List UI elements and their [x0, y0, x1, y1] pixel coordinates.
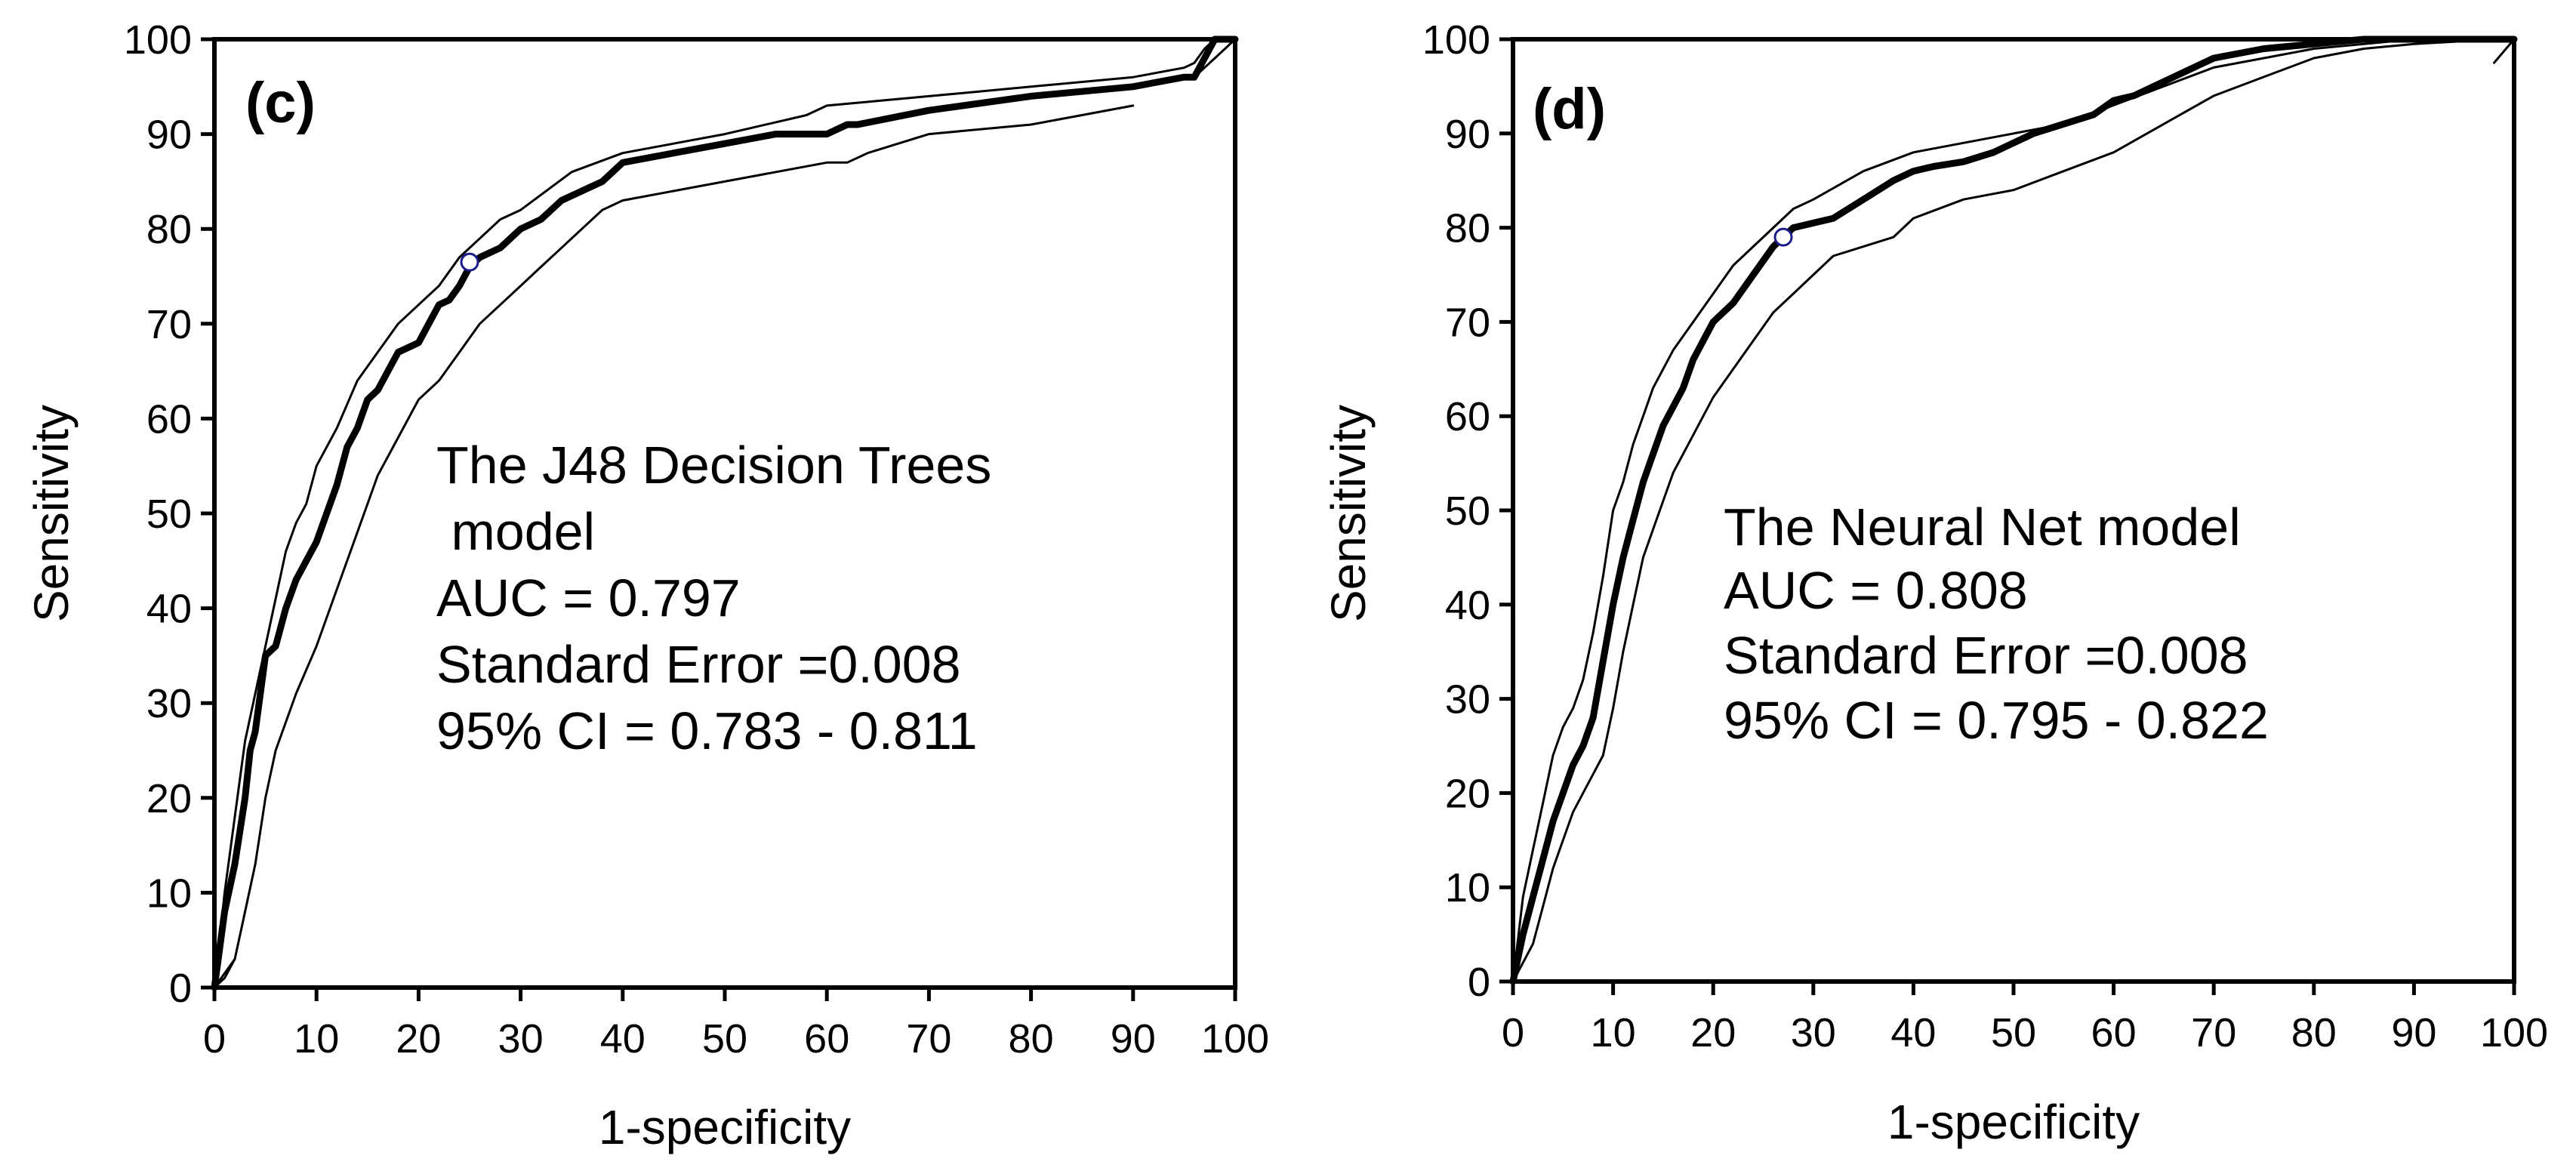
y-tick-label: 60: [1445, 394, 1490, 439]
x-tick-label: 70: [2191, 1010, 2236, 1056]
panel-label: (c): [245, 71, 316, 135]
annotation-line-2: model: [436, 502, 595, 561]
x-tick-label: 100: [1201, 1016, 1269, 1062]
series-upper-95-ci: [213, 38, 1237, 989]
x-tick-label: 30: [1791, 1010, 1836, 1056]
y-tick-label: 40: [146, 587, 192, 632]
x-tick-label: 60: [2091, 1010, 2137, 1056]
x-tick-label: 30: [498, 1016, 544, 1062]
y-axis-label: Sensitivity: [24, 405, 79, 622]
annotation-auc: AUC = 0.808: [1724, 561, 2028, 620]
annotation-auc: AUC = 0.797: [436, 569, 741, 627]
annotation-line-1: The J48 Decision Trees: [436, 436, 991, 495]
x-tick-label: 80: [1009, 1016, 1054, 1062]
optimal-cutoff-marker: [1773, 227, 1793, 247]
x-tick-label: 20: [1690, 1010, 1736, 1056]
series-lower-95-ci-upper-segment: [1193, 38, 1237, 79]
annotation-standard-error: Standard Error =0.008: [1724, 626, 2248, 685]
y-tick-label: 0: [169, 966, 192, 1011]
x-tick-label: 10: [294, 1016, 339, 1062]
x-axis-label: 1-specificity: [599, 1100, 851, 1154]
y-tick-label: 30: [146, 681, 192, 726]
y-tick-label: 70: [1445, 300, 1490, 345]
x-tick-label: 50: [702, 1016, 747, 1062]
y-tick-label: 80: [146, 207, 192, 252]
series-lower-95-ci: [213, 104, 1135, 989]
x-axis-ticks: 0 10 20 30 40 50 60 70 80 90 100: [203, 988, 1269, 1062]
x-tick-label: 100: [2480, 1010, 2548, 1056]
series-reference: [213, 957, 236, 989]
y-tick-label: 40: [1445, 583, 1490, 628]
annotation-standard-error: Standard Error =0.008: [436, 635, 961, 694]
y-tick-label: 10: [1445, 865, 1490, 911]
y-tick-label: 50: [1445, 488, 1490, 534]
y-tick-label: 70: [146, 302, 192, 347]
series-upper-95-ci: [1511, 38, 2516, 983]
y-axis-label: Sensitivity: [1321, 405, 1376, 622]
x-tick-label: 0: [203, 1016, 226, 1062]
series-layer: [211, 35, 1239, 991]
y-tick-label: 60: [146, 396, 192, 442]
x-tick-label: 40: [600, 1016, 646, 1062]
annotation-model-name: The Neural Net model: [1724, 498, 2241, 556]
x-tick-label: 70: [906, 1016, 951, 1062]
y-tick-label: 90: [146, 112, 192, 158]
y-tick-label: 100: [124, 17, 192, 63]
optimal-cutoff-marker: [460, 252, 479, 272]
y-tick-label: 50: [146, 492, 192, 537]
x-tick-label: 80: [2291, 1010, 2337, 1056]
series-layer: [1509, 35, 2518, 985]
annotation-confidence-interval: 95% CI = 0.783 - 0.811: [436, 701, 978, 760]
x-tick-label: 90: [1111, 1016, 1156, 1062]
x-tick-label: 90: [2391, 1010, 2436, 1056]
x-tick-label: 40: [1890, 1010, 1936, 1056]
y-axis-ticks: 0 10 20 30 40 50 60 70 80 90 100: [1422, 17, 1513, 1005]
x-tick-label: 50: [1991, 1010, 2036, 1056]
y-tick-label: 20: [146, 776, 192, 821]
series-lower-95-ci: [1511, 38, 2516, 983]
y-tick-label: 20: [1445, 771, 1490, 816]
roc-panel-c: 0 10 20 30 40 50 60 70 80 90 100 0 10 20 30 40 50 60 70 80…: [24, 17, 1269, 1154]
x-tick-label: 0: [1502, 1010, 1524, 1056]
y-tick-label: 100: [1422, 17, 1490, 63]
roc-panel-d: 0 10 20 30 40 50 60 70 80 90 100 0 10 20 30 40 50 60 70 80…: [1321, 17, 2548, 1149]
x-axis-label: 1-specificity: [1887, 1095, 2140, 1149]
y-tick-label: 80: [1445, 206, 1490, 251]
panel-label: (d): [1533, 77, 1606, 141]
annotation-confidence-interval: 95% CI = 0.795 - 0.822: [1724, 691, 2269, 750]
x-tick-label: 20: [396, 1016, 441, 1062]
y-axis-ticks: 0 10 20 30 40 50 60 70 80 90 100: [124, 17, 214, 1011]
series-reference: [2493, 38, 2516, 64]
x-axis-ticks: 0 10 20 30 40 50 60 70 80 90 100: [1502, 982, 2548, 1056]
y-tick-label: 30: [1445, 677, 1490, 723]
x-tick-label: 10: [1591, 1010, 1636, 1056]
y-tick-label: 0: [1468, 960, 1490, 1005]
y-tick-label: 90: [1445, 112, 1490, 157]
y-tick-label: 10: [146, 871, 192, 916]
x-tick-label: 60: [804, 1016, 849, 1062]
